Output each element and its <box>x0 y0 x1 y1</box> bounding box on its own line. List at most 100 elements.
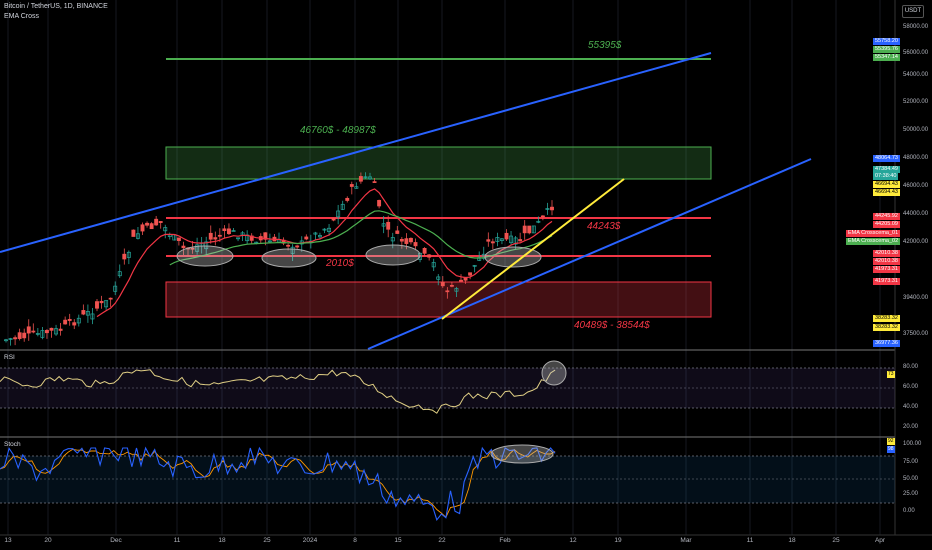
ema-legend-tag: EMA Crosscema_02 <box>846 238 901 245</box>
candle-body <box>163 227 168 232</box>
rsi-highlight <box>541 360 567 386</box>
candle-body <box>267 240 272 243</box>
candle-body <box>217 234 222 237</box>
candle-body <box>349 184 354 187</box>
candle-body <box>44 330 49 334</box>
stoch-k-line <box>0 446 556 521</box>
support-trendline[interactable] <box>441 178 625 320</box>
stoch-axis-label: 25.00 <box>903 491 919 497</box>
upper-zone-box[interactable] <box>165 146 712 180</box>
upper-zone-label: 46760$ - 48987$ <box>300 125 376 136</box>
candle-body <box>363 176 368 179</box>
stoch-pane-label[interactable]: Stoch <box>4 441 21 448</box>
rsi-pane-label[interactable]: RSI <box>4 354 15 361</box>
candle-body <box>236 237 240 240</box>
candle-body <box>90 313 95 320</box>
candle-body <box>468 272 473 276</box>
candle-body <box>486 239 491 242</box>
time-axis-label: 15 <box>394 537 402 544</box>
candle-body <box>31 330 36 333</box>
candle-body <box>531 225 536 234</box>
candle-body <box>390 237 395 242</box>
candle-body <box>263 232 268 240</box>
time-axis-label: 18 <box>788 537 796 544</box>
price-tag: 55395.76 <box>873 46 900 53</box>
indicator-name[interactable]: EMA Cross <box>4 13 40 20</box>
candle-body <box>368 176 372 180</box>
lower-zone-box[interactable] <box>165 281 712 318</box>
candle-body <box>76 317 81 324</box>
candle-body <box>518 239 523 242</box>
price-axis-label: 54000.00 <box>903 72 929 78</box>
channel-lower-line[interactable] <box>367 158 812 350</box>
candle-body <box>222 228 227 232</box>
price-tag: 07:38:40 <box>873 173 899 180</box>
candle-body <box>154 218 159 226</box>
candle-body <box>22 332 27 339</box>
candle-body <box>145 222 149 226</box>
price-axis-label: 52000.00 <box>903 99 929 105</box>
candle-body <box>26 326 31 334</box>
time-axis-label: 22 <box>438 537 446 544</box>
price-axis-label: 46000.00 <box>903 183 929 189</box>
stoch-d-badge: 92 <box>887 438 895 445</box>
candle-body <box>108 297 113 300</box>
time-axis-label: 25 <box>832 537 840 544</box>
candle-body <box>472 264 477 267</box>
rsi-value-badge: 73 <box>887 371 895 378</box>
stoch-axis-label: 75.00 <box>903 459 919 465</box>
candle-body <box>449 285 454 287</box>
time-axis-label: 25 <box>263 537 271 544</box>
channel-upper-line[interactable] <box>0 52 712 253</box>
rsi-axis-label: 60.00 <box>903 384 919 390</box>
candle-body <box>117 271 122 277</box>
candle-body <box>345 197 350 201</box>
price-tag: 36977.36 <box>873 340 900 347</box>
candle-body <box>500 238 504 241</box>
candle-body <box>113 285 118 292</box>
candle-body <box>35 333 40 335</box>
candle-body <box>386 221 391 230</box>
candle-body <box>99 300 104 304</box>
candle-body <box>550 206 554 211</box>
candle-body <box>409 237 413 243</box>
stoch-k-badge: 98 <box>887 446 895 453</box>
time-axis-label: 12 <box>569 537 577 544</box>
candle-body <box>327 227 332 232</box>
candle-body <box>158 221 163 223</box>
candle-body <box>536 220 541 223</box>
candle-body <box>104 300 109 308</box>
candle-body <box>440 281 445 287</box>
stoch-axis-label: 50.00 <box>903 476 919 482</box>
price-axis-label: 39400.00 <box>903 295 929 301</box>
candle-body <box>358 176 363 182</box>
price-axis-label: 42000.00 <box>903 239 929 245</box>
time-axis-label: 13 <box>4 537 12 544</box>
candle-body <box>49 327 54 331</box>
candle-body <box>81 310 86 315</box>
candle-body <box>427 254 432 258</box>
candle-body <box>527 225 532 234</box>
candle-body <box>4 339 8 342</box>
candle-body <box>195 244 200 252</box>
time-axis-label: 8 <box>353 537 357 544</box>
price-tag: 41973.31 <box>873 266 900 273</box>
candle-body <box>340 203 345 210</box>
stoch-band <box>0 456 895 503</box>
candle-body <box>545 208 550 210</box>
candle-body <box>381 223 386 227</box>
price-tag: 44245.92 <box>873 213 900 220</box>
candle-body <box>436 276 441 280</box>
price-tag: 55347.14 <box>873 54 900 61</box>
candle-body <box>13 337 18 340</box>
candle-body <box>522 225 527 234</box>
candle-body <box>413 242 418 247</box>
candle-body <box>286 244 291 247</box>
currency-button[interactable]: USDT <box>902 5 924 18</box>
price-axis-label: 44000.00 <box>903 211 929 217</box>
ema-fast-line <box>96 188 553 318</box>
stoch-highlight <box>490 444 554 464</box>
candle-body <box>504 232 509 240</box>
price-tag: 38283.32 <box>873 315 900 322</box>
